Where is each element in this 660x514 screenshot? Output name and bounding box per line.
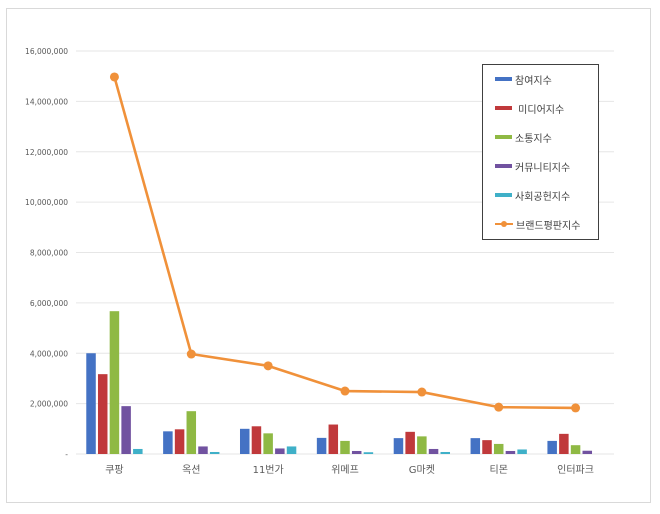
legend-swatch-icon	[495, 77, 512, 81]
bar	[559, 433, 569, 454]
legend-label: 커뮤니티지수	[515, 162, 571, 174]
bar	[363, 452, 374, 454]
legend-label: 참여지수	[515, 75, 552, 87]
legend-swatch-icon	[495, 193, 512, 197]
y-tick-label: 4,000,000	[30, 349, 68, 358]
y-tick-label: 8,000,000	[30, 249, 68, 258]
legend-item: 미디어지수	[495, 101, 565, 116]
bar	[470, 438, 481, 454]
x-tick-label: G마켓	[409, 464, 435, 476]
bar	[440, 451, 451, 454]
bar	[263, 433, 273, 454]
legend-item: 소통지수	[495, 130, 552, 145]
line-marker	[494, 402, 504, 412]
y-tick-label: 14,000,000	[25, 97, 68, 106]
legend-label: 브랜드평판지수	[516, 220, 581, 232]
line-marker	[263, 361, 273, 371]
bar	[582, 450, 593, 454]
line-marker	[109, 72, 119, 82]
x-tick-label: 쿠팡	[105, 464, 123, 476]
legend-label: 미디어지수	[515, 104, 565, 116]
bar	[275, 448, 285, 454]
legend-swatch-icon	[495, 135, 512, 139]
legend-item: 커뮤니티지수	[495, 159, 571, 174]
bar	[174, 429, 185, 454]
legend-item: 참여지수	[495, 72, 552, 87]
x-tick-label: 인터파크	[557, 464, 594, 476]
y-tick-label: -	[65, 450, 68, 459]
bar	[547, 440, 557, 454]
bar	[133, 448, 143, 454]
bar	[393, 438, 404, 454]
legend-item: 브랜드평판지수	[495, 217, 581, 232]
line-marker	[340, 386, 350, 396]
y-axis-ticks: - 2,000,000 4,000,000 6,000,000 8,000,000 10,…	[25, 47, 68, 459]
bar	[286, 446, 297, 454]
bar	[209, 451, 220, 454]
bar	[405, 431, 415, 454]
bar	[86, 353, 96, 454]
x-tick-label: 티몬	[490, 464, 508, 476]
bar	[316, 437, 327, 454]
bar	[417, 436, 427, 454]
y-tick-label: 16,000,000	[25, 47, 68, 56]
y-tick-label: 12,000,000	[25, 148, 68, 157]
legend-swatch-icon	[495, 164, 512, 168]
legend-line-marker-icon	[495, 221, 513, 227]
x-tick-label: 11번가	[253, 464, 284, 476]
bar	[251, 426, 262, 454]
legend-item: 사회공헌지수	[495, 188, 571, 203]
bar	[517, 449, 527, 454]
line-marker	[186, 349, 196, 359]
bar	[121, 406, 131, 454]
bar	[428, 448, 439, 454]
bar	[109, 311, 120, 454]
legend-label: 소통지수	[515, 133, 552, 145]
legend-label: 사회공헌지수	[515, 191, 571, 203]
bar	[482, 440, 492, 454]
line-marker	[571, 403, 581, 413]
bar	[186, 411, 197, 454]
bar	[493, 443, 504, 454]
x-tick-label: 위메프	[331, 463, 359, 476]
brand-reputation-line	[109, 72, 581, 413]
bar	[505, 450, 516, 454]
bar	[328, 424, 339, 454]
x-axis-labels: 쿠팡 옥션 11번가 위메프 G마켓 티몬 인터파크	[105, 463, 594, 476]
bar	[163, 431, 173, 454]
bars	[86, 311, 593, 454]
y-tick-label: 6,000,000	[30, 299, 68, 308]
bar	[570, 445, 581, 454]
line-marker	[417, 387, 427, 397]
bar	[198, 446, 208, 454]
bar	[239, 428, 250, 454]
y-tick-label: 10,000,000	[25, 198, 68, 207]
bar	[97, 374, 108, 454]
x-tick-label: 옥션	[182, 464, 200, 476]
bar	[340, 440, 350, 454]
y-tick-label: 2,000,000	[30, 400, 68, 409]
bar	[351, 450, 362, 454]
legend-swatch-icon	[495, 106, 512, 110]
